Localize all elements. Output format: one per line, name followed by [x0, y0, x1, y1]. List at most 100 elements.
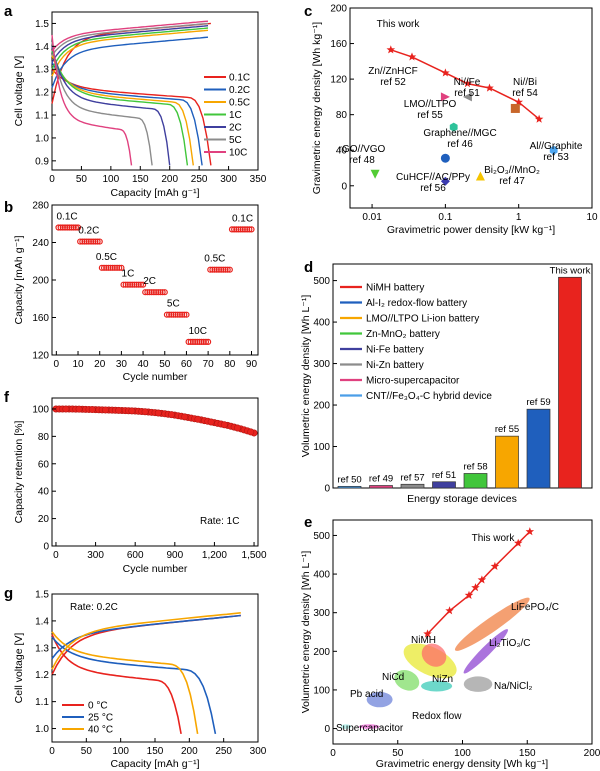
- graphene-label-line2: ref 46: [447, 139, 473, 150]
- cycle-point: [81, 238, 88, 245]
- panel-a-curves: [51, 20, 212, 166]
- panel-f-points: [52, 405, 258, 437]
- panel-a-y-tick-label: 1.3: [35, 65, 49, 76]
- bar: [526, 408, 551, 489]
- rate-label: 0.1C: [232, 213, 253, 224]
- panel-e-letter: e: [304, 514, 312, 531]
- redox-region: [358, 724, 380, 729]
- panel-c-letter: c: [304, 3, 312, 20]
- panel-a-ylabel: Cell voltage [V]: [13, 56, 25, 127]
- this-work-label: This work: [377, 19, 421, 30]
- legend-label: 1C: [229, 110, 242, 121]
- cycle-point: [66, 224, 73, 231]
- retention-point: [154, 409, 162, 417]
- retention-point: [88, 406, 96, 414]
- cycle-point: [174, 311, 181, 318]
- panel-g-y-tick-label: 1.2: [35, 670, 49, 681]
- charge-curve: [51, 36, 209, 88]
- cycle-point: [77, 238, 84, 245]
- panel-f-y-tick-label: 100: [32, 404, 49, 415]
- bar: [558, 276, 582, 489]
- rate-label: 0.5C: [96, 252, 117, 263]
- cycle-point: [74, 224, 82, 231]
- panel-a-frame: [51, 11, 259, 171]
- panel-c-x-tick-label: 0.1: [438, 212, 452, 223]
- cycle-point: [55, 224, 62, 231]
- this-work-star: [490, 561, 500, 570]
- panel-g-y-tick-label: 1.5: [35, 590, 49, 601]
- panel-f-x-tick-label: 1,200: [202, 550, 227, 561]
- retention-point: [101, 406, 109, 414]
- panel-b-x-tick-label: 80: [224, 359, 236, 370]
- graphene-label-line1: Graphene//MGC: [423, 128, 496, 139]
- pbacid-region: [366, 691, 393, 708]
- legend-label: 0 °C: [88, 701, 108, 712]
- panel-b-x-tick-label: 70: [203, 359, 215, 370]
- panel-a-x-tick-label: 200: [161, 174, 178, 185]
- panel-b-y-ticks: 120 160 200 240 280: [32, 201, 56, 362]
- panel-e-y-tick-label: 200: [313, 647, 330, 658]
- cycle-point: [87, 238, 95, 245]
- cycle-point: [239, 226, 246, 233]
- panel-b-x-tick-label: 40: [138, 359, 150, 370]
- nanicl2-region: [463, 676, 493, 692]
- panel-c-y-tick-label: 120: [330, 75, 347, 86]
- cycle-point: [85, 238, 92, 245]
- cycle-point: [200, 338, 207, 345]
- panel-e-y-tick-label: 400: [313, 570, 330, 581]
- cycle-point: [146, 289, 153, 296]
- legend-label: 0.2C: [229, 85, 250, 96]
- panel-a-xlabel: Capacity [mAh g⁻¹]: [111, 187, 200, 199]
- cycle-point: [237, 226, 244, 233]
- cycle-point: [122, 281, 129, 288]
- panel-f-x-tick-label: 1,500: [242, 550, 267, 561]
- cycle-point: [118, 264, 125, 271]
- cycle-point: [194, 338, 201, 345]
- cycle-point: [142, 289, 149, 296]
- rate-label: 10C: [189, 326, 207, 337]
- panel-f-x-tick-label: 0: [53, 550, 59, 561]
- charge-curve: [51, 27, 209, 70]
- rate-label: 5C: [167, 299, 180, 310]
- discharge-curve: [51, 62, 203, 166]
- rate-label: 0.1C: [57, 212, 78, 223]
- cycle-point: [68, 224, 75, 231]
- panel-g-letter: g: [4, 585, 13, 602]
- bar-label: ref 55: [495, 424, 519, 435]
- cycle-point: [163, 311, 171, 318]
- cycle-point: [224, 266, 231, 273]
- cycle-point: [215, 266, 223, 273]
- panel-g-rate: Rate: 0.2C: [70, 602, 118, 613]
- this-work-star: [463, 79, 472, 88]
- panel-e-x-tick-label: 50: [392, 748, 404, 759]
- bar-label: ref 50: [337, 474, 361, 485]
- this-work-star: [477, 575, 487, 584]
- this-work-star: [514, 97, 523, 106]
- this-work-line: [426, 531, 531, 635]
- cycle-point: [152, 289, 160, 296]
- charge-curve: [51, 20, 209, 52]
- panel-c-this-work-series: [386, 45, 544, 123]
- cycle-point: [246, 226, 253, 233]
- cycle-point: [111, 264, 118, 271]
- bar-label: ref 58: [463, 461, 487, 472]
- supercap-region: [340, 724, 352, 729]
- panel-a-y-tick-label: 1.2: [35, 88, 49, 99]
- pbacid-label: Pb acid: [350, 689, 383, 700]
- cycle-point: [61, 224, 69, 231]
- panel-g-y-tick-label: 1.4: [35, 616, 49, 627]
- cycle-point: [231, 226, 238, 233]
- rgo-label-line1: rGO//VGO: [339, 144, 386, 155]
- cycle-point: [185, 338, 192, 345]
- panel-a-x-ticks: 0 50 100 150 200 250 300 350: [49, 166, 267, 185]
- panel-d-xlabel: Energy storage devices: [407, 493, 517, 505]
- rate-label: 1C: [122, 269, 135, 280]
- cycle-point: [228, 226, 236, 233]
- cycle-point: [150, 289, 158, 296]
- panel-a-y-tick-label: 1.1: [35, 111, 49, 122]
- this-work-star: [513, 538, 523, 547]
- legend-label: 40 °C: [88, 725, 113, 736]
- cycle-point: [202, 338, 210, 345]
- cycle-point: [109, 264, 116, 271]
- retention-point: [220, 421, 228, 429]
